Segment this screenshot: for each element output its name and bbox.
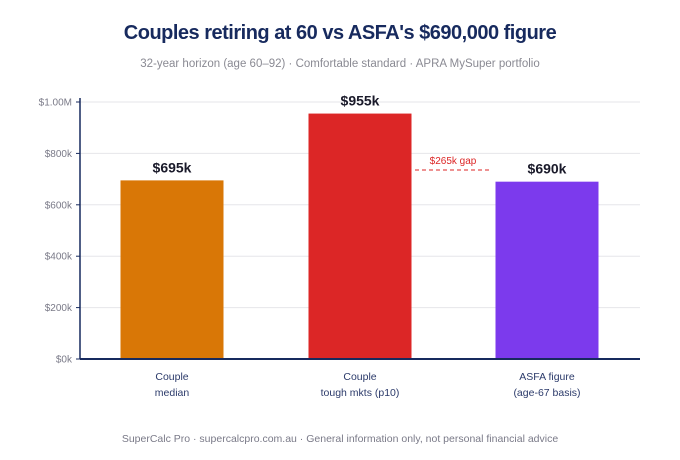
- y-tick-label: $200k: [45, 303, 73, 314]
- gap-annotation: $265k gap: [430, 156, 477, 167]
- y-tick-label: $1.00M: [39, 98, 72, 109]
- y-tick-label: $600k: [45, 200, 73, 211]
- bar-value-label: $690k: [528, 161, 567, 177]
- bar: [308, 113, 412, 359]
- x-category-label: median: [155, 387, 190, 399]
- x-category-label: (age-67 basis): [513, 387, 580, 399]
- bar: [495, 181, 599, 359]
- y-tick-label: $400k: [45, 252, 73, 263]
- chart-subtitle: 32-year horizon (age 60–92) · Comfortabl…: [140, 58, 540, 70]
- x-category-label: tough mkts (p10): [321, 387, 400, 399]
- x-category-label: Couple: [155, 371, 188, 383]
- y-tick-label: $800k: [45, 149, 73, 160]
- x-category-label: Couple: [343, 371, 376, 383]
- bar-value-label: $695k: [153, 159, 192, 175]
- y-tick-label: $0k: [56, 355, 73, 366]
- bar: [120, 180, 224, 359]
- chart-title: Couples retiring at 60 vs ASFA's $690,00…: [123, 22, 557, 44]
- x-category-label: ASFA figure: [519, 371, 575, 383]
- footer-disclaimer: SuperCalc Pro · supercalcpro.com.au · Ge…: [121, 433, 559, 445]
- bar-value-label: $955k: [341, 93, 380, 109]
